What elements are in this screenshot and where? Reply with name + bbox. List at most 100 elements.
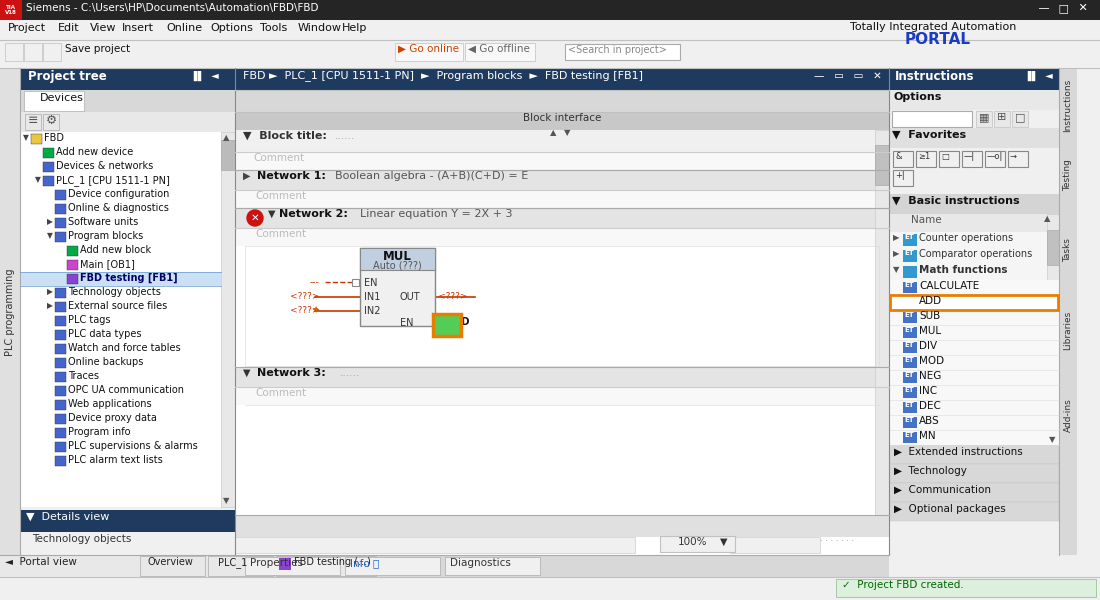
Text: ET: ET bbox=[904, 312, 914, 318]
Bar bbox=[20, 532, 235, 555]
Text: Software units: Software units bbox=[68, 217, 139, 227]
Text: ✕: ✕ bbox=[1075, 3, 1088, 13]
Text: Program info: Program info bbox=[68, 427, 131, 437]
Text: Comment: Comment bbox=[255, 229, 306, 239]
Text: Main [OB1]: Main [OB1] bbox=[80, 259, 135, 269]
Text: ▼: ▼ bbox=[223, 496, 230, 505]
Bar bbox=[67, 260, 78, 270]
Text: ET: ET bbox=[904, 402, 914, 408]
Text: MOD: MOD bbox=[918, 356, 944, 366]
Text: Online: Online bbox=[166, 23, 202, 33]
Bar bbox=[55, 414, 66, 424]
Text: ......: ...... bbox=[340, 368, 361, 378]
Text: <Search in project>: <Search in project> bbox=[568, 45, 667, 55]
Bar bbox=[874, 145, 889, 185]
Bar bbox=[55, 190, 66, 200]
Bar bbox=[903, 312, 917, 323]
Bar bbox=[889, 128, 1059, 148]
Bar bbox=[0, 577, 1100, 600]
Text: Diagnostics: Diagnostics bbox=[450, 558, 510, 568]
Bar bbox=[24, 43, 42, 61]
Bar bbox=[893, 151, 913, 167]
Text: CALCULATE: CALCULATE bbox=[918, 281, 979, 291]
Bar bbox=[235, 555, 889, 577]
Text: Project: Project bbox=[8, 23, 46, 33]
Text: →: → bbox=[1010, 152, 1018, 161]
Text: FBD ►  PLC_1 [CPU 1511-1 PN]  ►  Program blocks  ►  FBD testing [FB1]: FBD ► PLC_1 [CPU 1511-1 PN] ► Program bl… bbox=[243, 70, 644, 81]
Text: ▶  Communication: ▶ Communication bbox=[894, 485, 991, 495]
Bar bbox=[235, 555, 886, 577]
Text: PLC_1 [CPU 1511-1 PN]: PLC_1 [CPU 1511-1 PN] bbox=[56, 175, 169, 186]
Text: Boolean algebra - (A+B)(C+D) = E: Boolean algebra - (A+B)(C+D) = E bbox=[336, 171, 528, 181]
Bar bbox=[235, 515, 889, 537]
Text: Devices: Devices bbox=[40, 93, 84, 103]
Bar bbox=[903, 342, 917, 353]
Text: FBD: FBD bbox=[44, 133, 64, 143]
Text: ▼: ▼ bbox=[47, 231, 53, 240]
Bar bbox=[235, 190, 889, 208]
Text: DEC: DEC bbox=[918, 401, 940, 411]
Text: EN: EN bbox=[364, 278, 377, 288]
Text: ▼  Details view: ▼ Details view bbox=[26, 512, 109, 522]
Bar bbox=[235, 537, 635, 553]
Bar bbox=[221, 140, 235, 170]
Bar bbox=[903, 372, 917, 383]
Text: PLC data types: PLC data types bbox=[68, 329, 142, 339]
Text: INC: INC bbox=[918, 386, 937, 396]
Text: Edit: Edit bbox=[58, 23, 79, 33]
Text: Options: Options bbox=[210, 23, 253, 33]
Bar bbox=[55, 372, 66, 382]
Text: ⚙: ⚙ bbox=[46, 114, 57, 127]
Bar bbox=[235, 367, 889, 387]
Text: <???>: <???> bbox=[290, 292, 319, 301]
Bar bbox=[20, 272, 221, 286]
Text: Counter operations: Counter operations bbox=[918, 233, 1013, 243]
Text: Math functions: Math functions bbox=[918, 265, 1008, 275]
Text: Device configuration: Device configuration bbox=[68, 189, 169, 199]
Text: ......: ...... bbox=[336, 131, 355, 141]
Bar bbox=[892, 111, 972, 127]
Bar bbox=[836, 579, 1096, 597]
Text: Project tree: Project tree bbox=[28, 70, 107, 83]
Bar bbox=[0, 0, 22, 20]
Text: MUL: MUL bbox=[918, 326, 942, 336]
Bar bbox=[235, 246, 889, 366]
Text: <???>: <???> bbox=[290, 306, 319, 315]
Text: ▐▌  ◄: ▐▌ ◄ bbox=[1024, 71, 1053, 81]
Bar bbox=[55, 232, 66, 242]
Bar bbox=[889, 370, 1059, 385]
Bar bbox=[55, 204, 66, 214]
Bar bbox=[889, 415, 1059, 430]
Text: Comparator operations: Comparator operations bbox=[918, 249, 1032, 259]
Text: NEG: NEG bbox=[918, 371, 942, 381]
Bar bbox=[889, 232, 1059, 248]
Text: ▶: ▶ bbox=[47, 301, 53, 310]
Text: Save project: Save project bbox=[65, 44, 130, 54]
Text: ET: ET bbox=[904, 417, 914, 423]
Bar bbox=[889, 90, 1059, 110]
Bar bbox=[916, 151, 936, 167]
Text: 100%: 100% bbox=[678, 537, 707, 547]
Bar bbox=[20, 132, 221, 507]
Text: ▶: ▶ bbox=[47, 287, 53, 296]
Bar bbox=[903, 250, 917, 262]
Text: ⊞: ⊞ bbox=[997, 112, 1006, 122]
Text: ✕: ✕ bbox=[251, 213, 260, 223]
Bar bbox=[43, 162, 54, 172]
Text: ADD: ADD bbox=[918, 296, 942, 306]
Bar bbox=[43, 148, 54, 158]
Bar bbox=[43, 114, 59, 130]
Bar bbox=[235, 90, 889, 112]
Text: ▶: ▶ bbox=[243, 171, 251, 181]
Bar bbox=[939, 151, 959, 167]
Bar bbox=[55, 442, 66, 452]
Text: ≡: ≡ bbox=[28, 114, 38, 127]
Bar bbox=[1012, 111, 1028, 127]
Text: FBD testing (...): FBD testing (...) bbox=[294, 557, 371, 567]
Bar bbox=[55, 330, 66, 340]
Text: ▼: ▼ bbox=[564, 128, 571, 137]
Text: Online backups: Online backups bbox=[68, 357, 143, 367]
Text: ▦: ▦ bbox=[979, 112, 990, 122]
Bar bbox=[903, 266, 917, 278]
Text: PLC tags: PLC tags bbox=[68, 315, 110, 325]
